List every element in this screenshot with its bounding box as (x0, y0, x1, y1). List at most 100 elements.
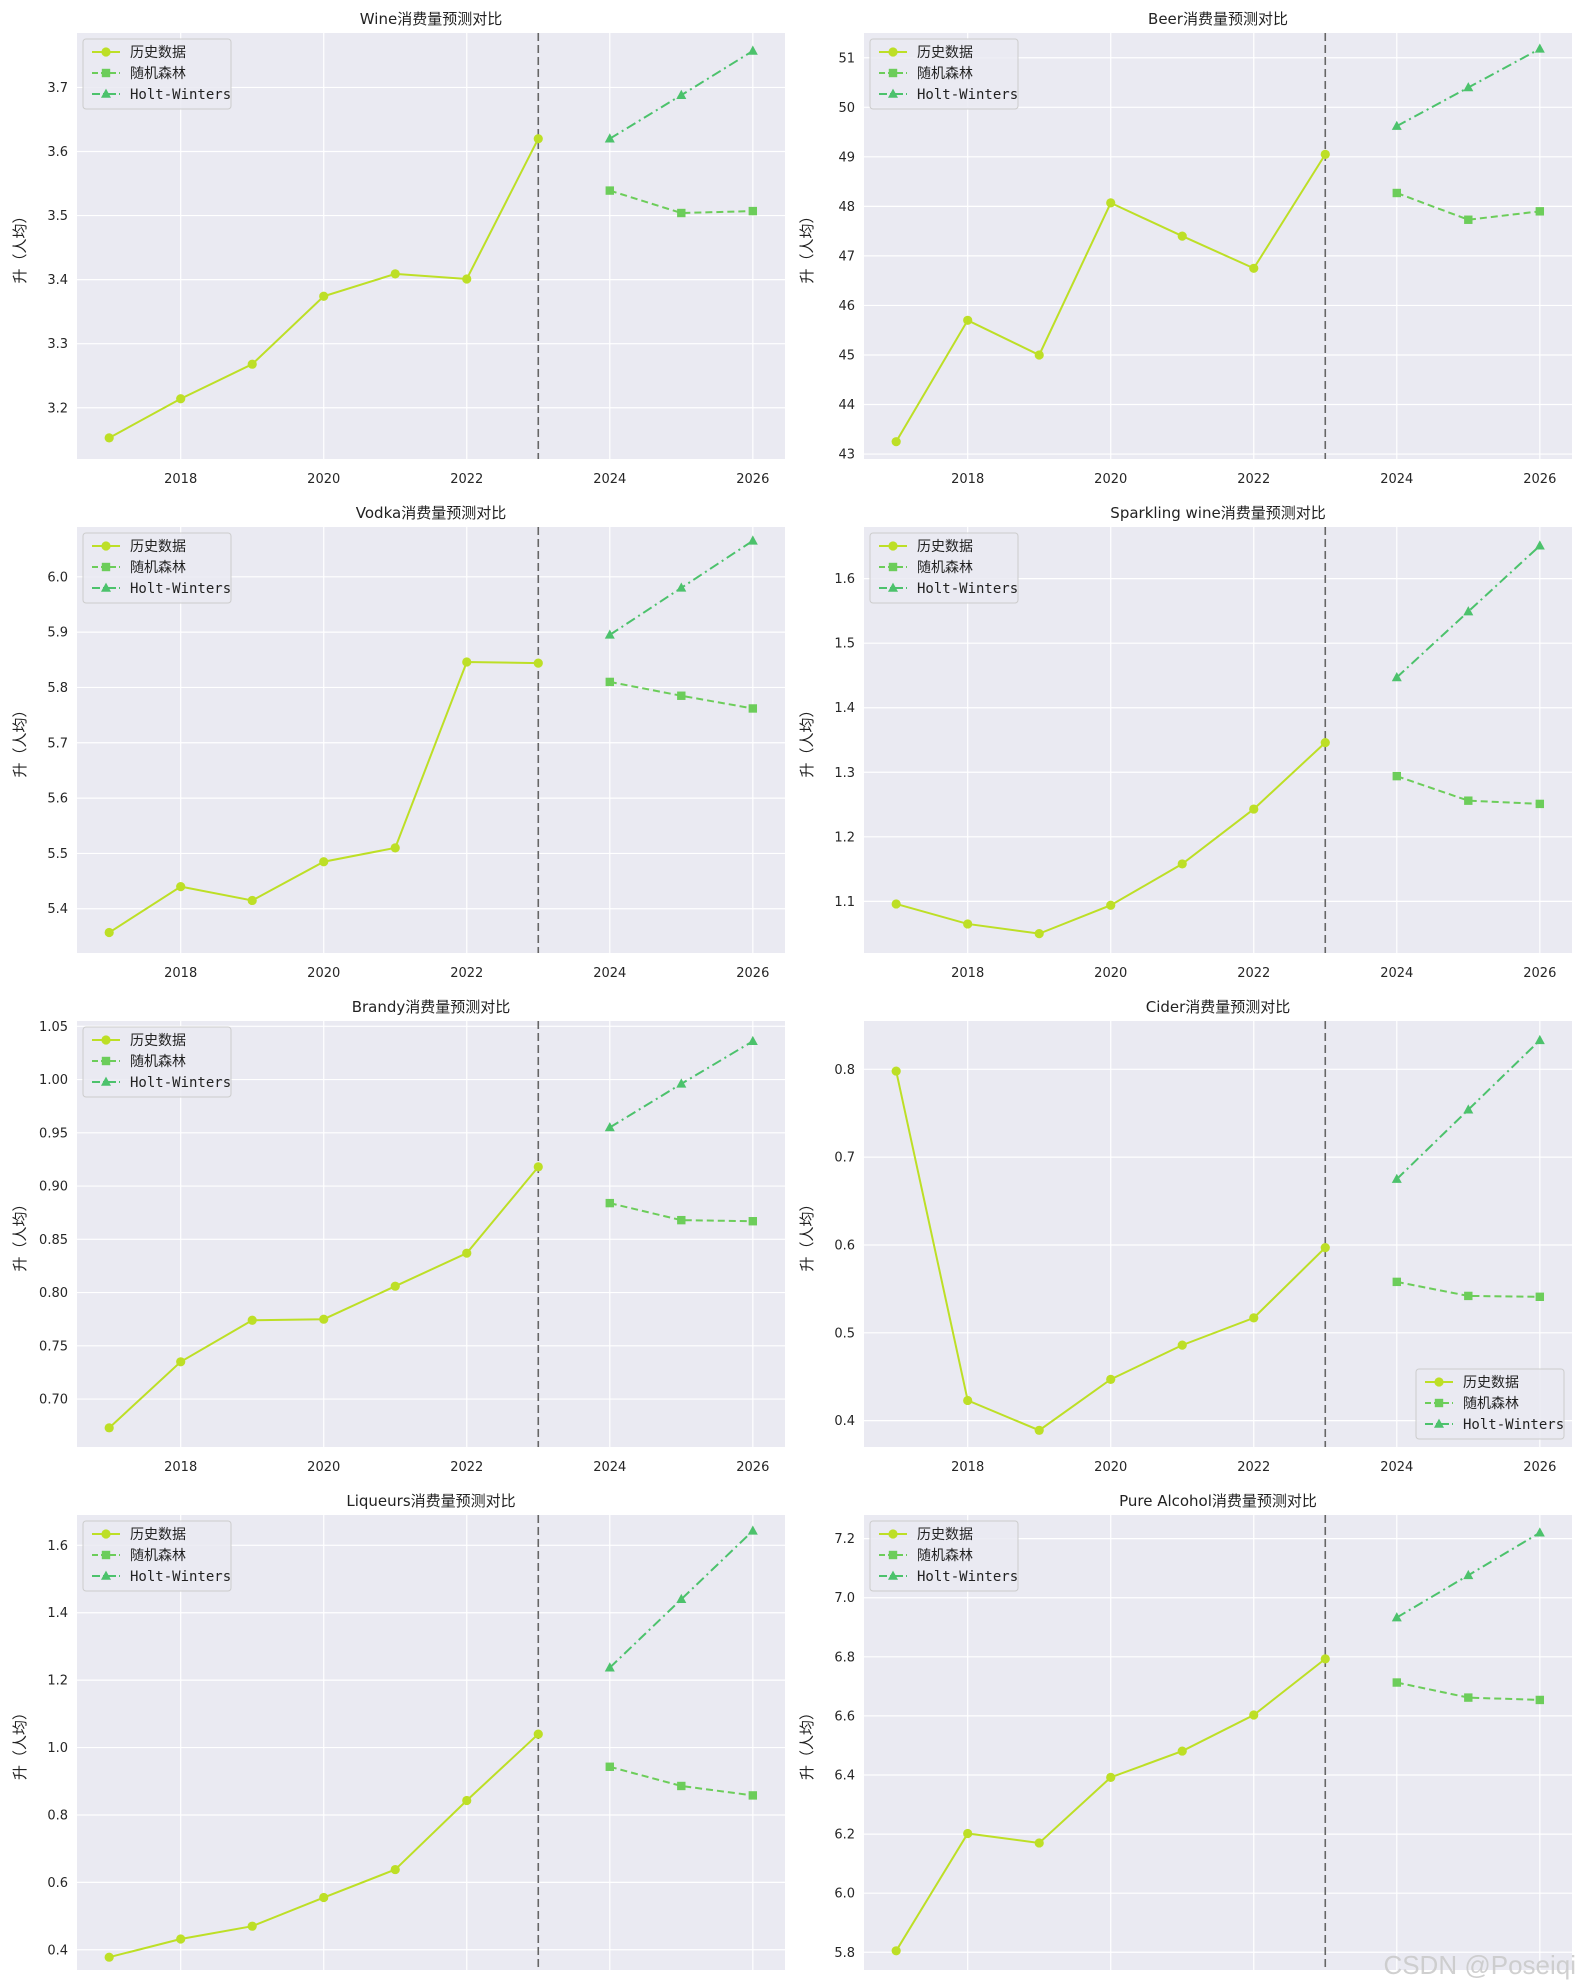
legend-label-random-forest: 随机森林 (130, 66, 186, 82)
data-point-history (176, 394, 186, 404)
x-tick-label: 2018 (951, 472, 984, 487)
chart-title: Brandy消费量预测对比 (352, 998, 511, 1016)
y-tick-label: 0.4 (47, 1943, 68, 1958)
y-tick-label: 0.70 (39, 1393, 68, 1408)
x-tick-label: 2018 (164, 1460, 197, 1475)
y-tick-label: 43 (838, 448, 855, 463)
subplot-3: 2018 2020 2022 2024 2026 5.4 5.5 5.6 5.7 5.8 5.9 6.… (11, 504, 785, 981)
data-point-random-forest (1535, 1292, 1545, 1302)
data-point-history (1034, 929, 1044, 939)
y-tick-label: 1.0 (47, 1741, 68, 1756)
y-tick-label: 46 (838, 299, 855, 314)
y-tick-label: 5.4 (47, 902, 68, 917)
data-point-random-forest (1464, 1291, 1473, 1301)
y-axis-label: 升（人均） (11, 1705, 29, 1780)
data-point-history (963, 919, 973, 929)
data-point-random-forest (1464, 796, 1473, 805)
series-line-random-forest (609, 1765, 753, 1797)
data-point-holt-winters (1463, 1569, 1474, 1580)
chart-title: Cider消费量预测对比 (1146, 998, 1291, 1016)
data-point-history (319, 1892, 329, 1903)
y-tick-label: 50 (838, 101, 855, 116)
legend-marker-random-forest (101, 1056, 111, 1066)
legend-label-random-forest: 随机森林 (130, 560, 186, 576)
data-point-random-forest (1464, 1693, 1473, 1702)
x-tick-label: 2018 (164, 966, 197, 981)
legend-label-holt-winters: Holt-Winters (130, 1569, 231, 1585)
legend-marker-holt-winters (888, 88, 898, 98)
legend-marker-holt-winters (1434, 1418, 1444, 1428)
x-tick-label: 2018 (951, 966, 984, 981)
chart-title: Liqueurs消费量预测对比 (346, 1492, 515, 1510)
chart-title: Pure Alcohol消费量预测对比 (1119, 1492, 1317, 1510)
y-tick-label: 1.2 (47, 1674, 68, 1689)
series-line-random-forest (1396, 775, 1540, 805)
y-tick-label: 0.85 (39, 1233, 68, 1248)
data-point-history (247, 359, 257, 369)
legend-marker-holt-winters (101, 1570, 111, 1580)
data-point-history (247, 895, 257, 906)
x-tick-label: 2026 (736, 966, 769, 981)
data-point-random-forest (1392, 188, 1401, 198)
legend-marker-holt-winters (101, 582, 111, 592)
data-point-holt-winters (747, 535, 758, 545)
y-tick-label: 49 (838, 150, 855, 165)
y-axis-label: 升（人均） (798, 702, 816, 777)
series-line-holt-winters (1396, 1039, 1541, 1180)
legend-marker-random-forest (888, 1550, 898, 1560)
data-point-history (533, 658, 543, 668)
legend-label-history: 历史数据 (130, 45, 186, 61)
x-tick-label: 2026 (1523, 472, 1556, 487)
legend-box (869, 38, 1019, 110)
data-point-holt-winters (676, 89, 687, 99)
subplot-8: 201820202022202420265.86.06.26.46.66.87.… (798, 1492, 1572, 1970)
data-point-history (1320, 737, 1330, 748)
data-point-history (1177, 1746, 1187, 1756)
legend-marker-history (1434, 1377, 1444, 1387)
legend-box (1415, 1368, 1565, 1440)
data-point-random-forest (1535, 1695, 1545, 1705)
legend-marker-random-forest (888, 562, 898, 572)
data-point-history (533, 1162, 543, 1172)
data-point-holt-winters (676, 582, 687, 592)
data-point-holt-winters (747, 45, 758, 55)
legend-box (869, 532, 1019, 604)
data-point-holt-winters (1463, 1104, 1474, 1114)
data-point-history (1177, 231, 1187, 241)
y-axis-label: 升（人均） (11, 1196, 29, 1271)
data-point-random-forest (605, 677, 614, 687)
y-tick-label: 6.0 (47, 570, 68, 585)
data-point-random-forest (1464, 215, 1473, 224)
y-tick-label: 47 (838, 249, 855, 264)
legend-box (869, 1520, 1019, 1592)
data-point-history (1249, 263, 1259, 273)
data-point-holt-winters (1534, 540, 1545, 550)
x-tick-label: 2022 (450, 472, 483, 487)
data-point-holt-winters (747, 1525, 758, 1535)
data-point-history (319, 857, 329, 867)
x-tick-label: 2024 (593, 1460, 626, 1475)
legend-marker-random-forest (101, 562, 111, 572)
legend-label-holt-winters: Holt-Winters (917, 87, 1018, 103)
data-point-history (319, 1314, 329, 1324)
x-tick-label: 2022 (1237, 966, 1270, 981)
x-tick-label: 2024 (1380, 1460, 1413, 1475)
y-tick-label: 3.5 (47, 209, 68, 224)
y-tick-label: 5.8 (834, 1946, 855, 1961)
legend-label-history: 历史数据 (917, 1527, 973, 1543)
y-tick-label: 5.9 (47, 626, 68, 641)
legend-label-holt-winters: Holt-Winters (130, 581, 231, 597)
data-point-random-forest (1535, 207, 1545, 216)
y-tick-label: 6.0 (834, 1887, 855, 1902)
legend-box (82, 38, 232, 110)
data-point-holt-winters (676, 1593, 687, 1604)
data-point-history (390, 269, 400, 279)
legend-marker-history (888, 47, 898, 57)
legend-label-random-forest: 随机森林 (917, 1548, 973, 1564)
data-point-history (891, 437, 901, 447)
legend-label-random-forest: 随机森林 (1463, 1396, 1519, 1412)
